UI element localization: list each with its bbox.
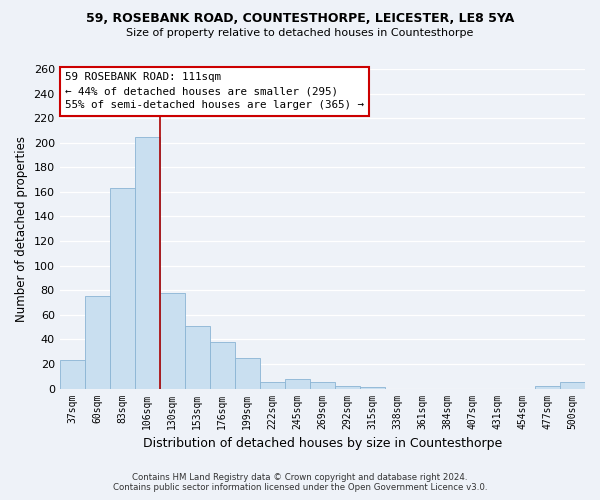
Bar (85, 296, 110, 388)
Text: 59, ROSEBANK ROAD, COUNTESTHORPE, LEICESTER, LE8 5YA: 59, ROSEBANK ROAD, COUNTESTHORPE, LEICES… (86, 12, 514, 26)
Bar (110, 188, 135, 388)
Bar (185, 326, 210, 388)
Bar (310, 382, 335, 388)
Bar (285, 378, 310, 388)
Text: 59 ROSEBANK ROAD: 111sqm
← 44% of detached houses are smaller (295)
55% of semi-: 59 ROSEBANK ROAD: 111sqm ← 44% of detach… (65, 72, 364, 110)
Bar (560, 382, 585, 388)
Bar (135, 136, 160, 388)
X-axis label: Distribution of detached houses by size in Countesthorpe: Distribution of detached houses by size … (143, 437, 502, 450)
Bar (235, 358, 260, 388)
Bar (59, 360, 85, 388)
Bar (210, 342, 235, 388)
Bar (535, 386, 560, 388)
Bar (160, 292, 185, 388)
Bar (335, 386, 360, 388)
Y-axis label: Number of detached properties: Number of detached properties (15, 136, 28, 322)
Bar (260, 382, 285, 388)
Text: Contains HM Land Registry data © Crown copyright and database right 2024.
Contai: Contains HM Land Registry data © Crown c… (113, 473, 487, 492)
Text: Size of property relative to detached houses in Countesthorpe: Size of property relative to detached ho… (127, 28, 473, 38)
